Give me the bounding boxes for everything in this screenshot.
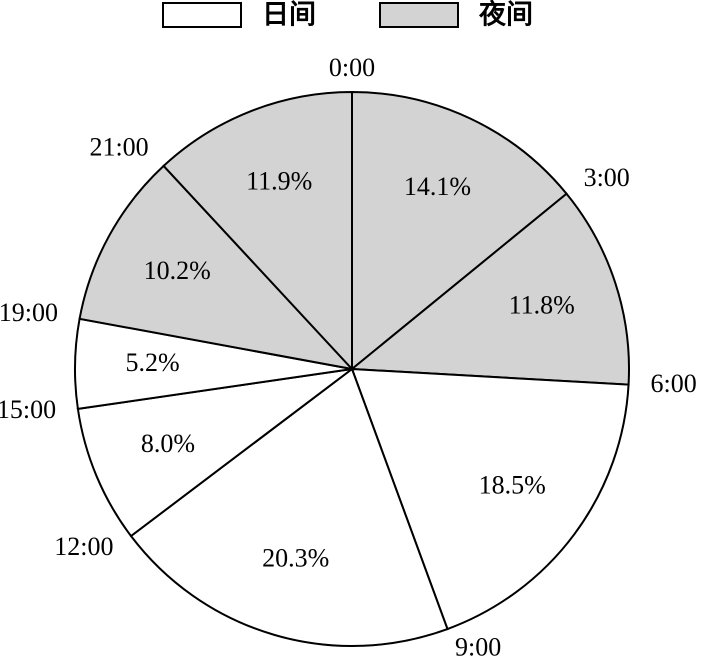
boundary-label: 3:00 [584, 163, 630, 192]
slice-label: 14.1% [404, 172, 471, 201]
slice-label: 20.3% [262, 543, 329, 572]
legend-swatch [379, 2, 459, 28]
slice-label: 5.2% [126, 348, 180, 377]
slice-label: 8.0% [141, 429, 195, 458]
boundary-label: 6:00 [651, 369, 697, 398]
slice-label: 11.8% [509, 290, 575, 319]
boundary-label: 0:00 [329, 53, 375, 82]
pie-slice [162, 90, 353, 372]
boundary-label: 12:00 [54, 532, 113, 561]
pie-slice [351, 90, 568, 372]
boundary-label: 9:00 [455, 633, 501, 662]
boundary-label: 15:00 [0, 395, 56, 424]
pie-slice [350, 367, 630, 631]
pie-slice [76, 368, 353, 538]
legend-label: 夜间 [478, 0, 533, 31]
boundary-label: 19:00 [0, 298, 58, 327]
legend-swatch [162, 2, 242, 28]
slice-label: 18.5% [479, 471, 546, 500]
pie-slice [78, 164, 355, 371]
pie-slice [129, 367, 449, 647]
slice-label: 11.9% [246, 166, 312, 195]
boundary-label: 21:00 [89, 133, 148, 162]
slice-label: 10.2% [144, 256, 211, 285]
pie-slice [349, 192, 630, 386]
legend-label: 日间 [262, 0, 316, 31]
